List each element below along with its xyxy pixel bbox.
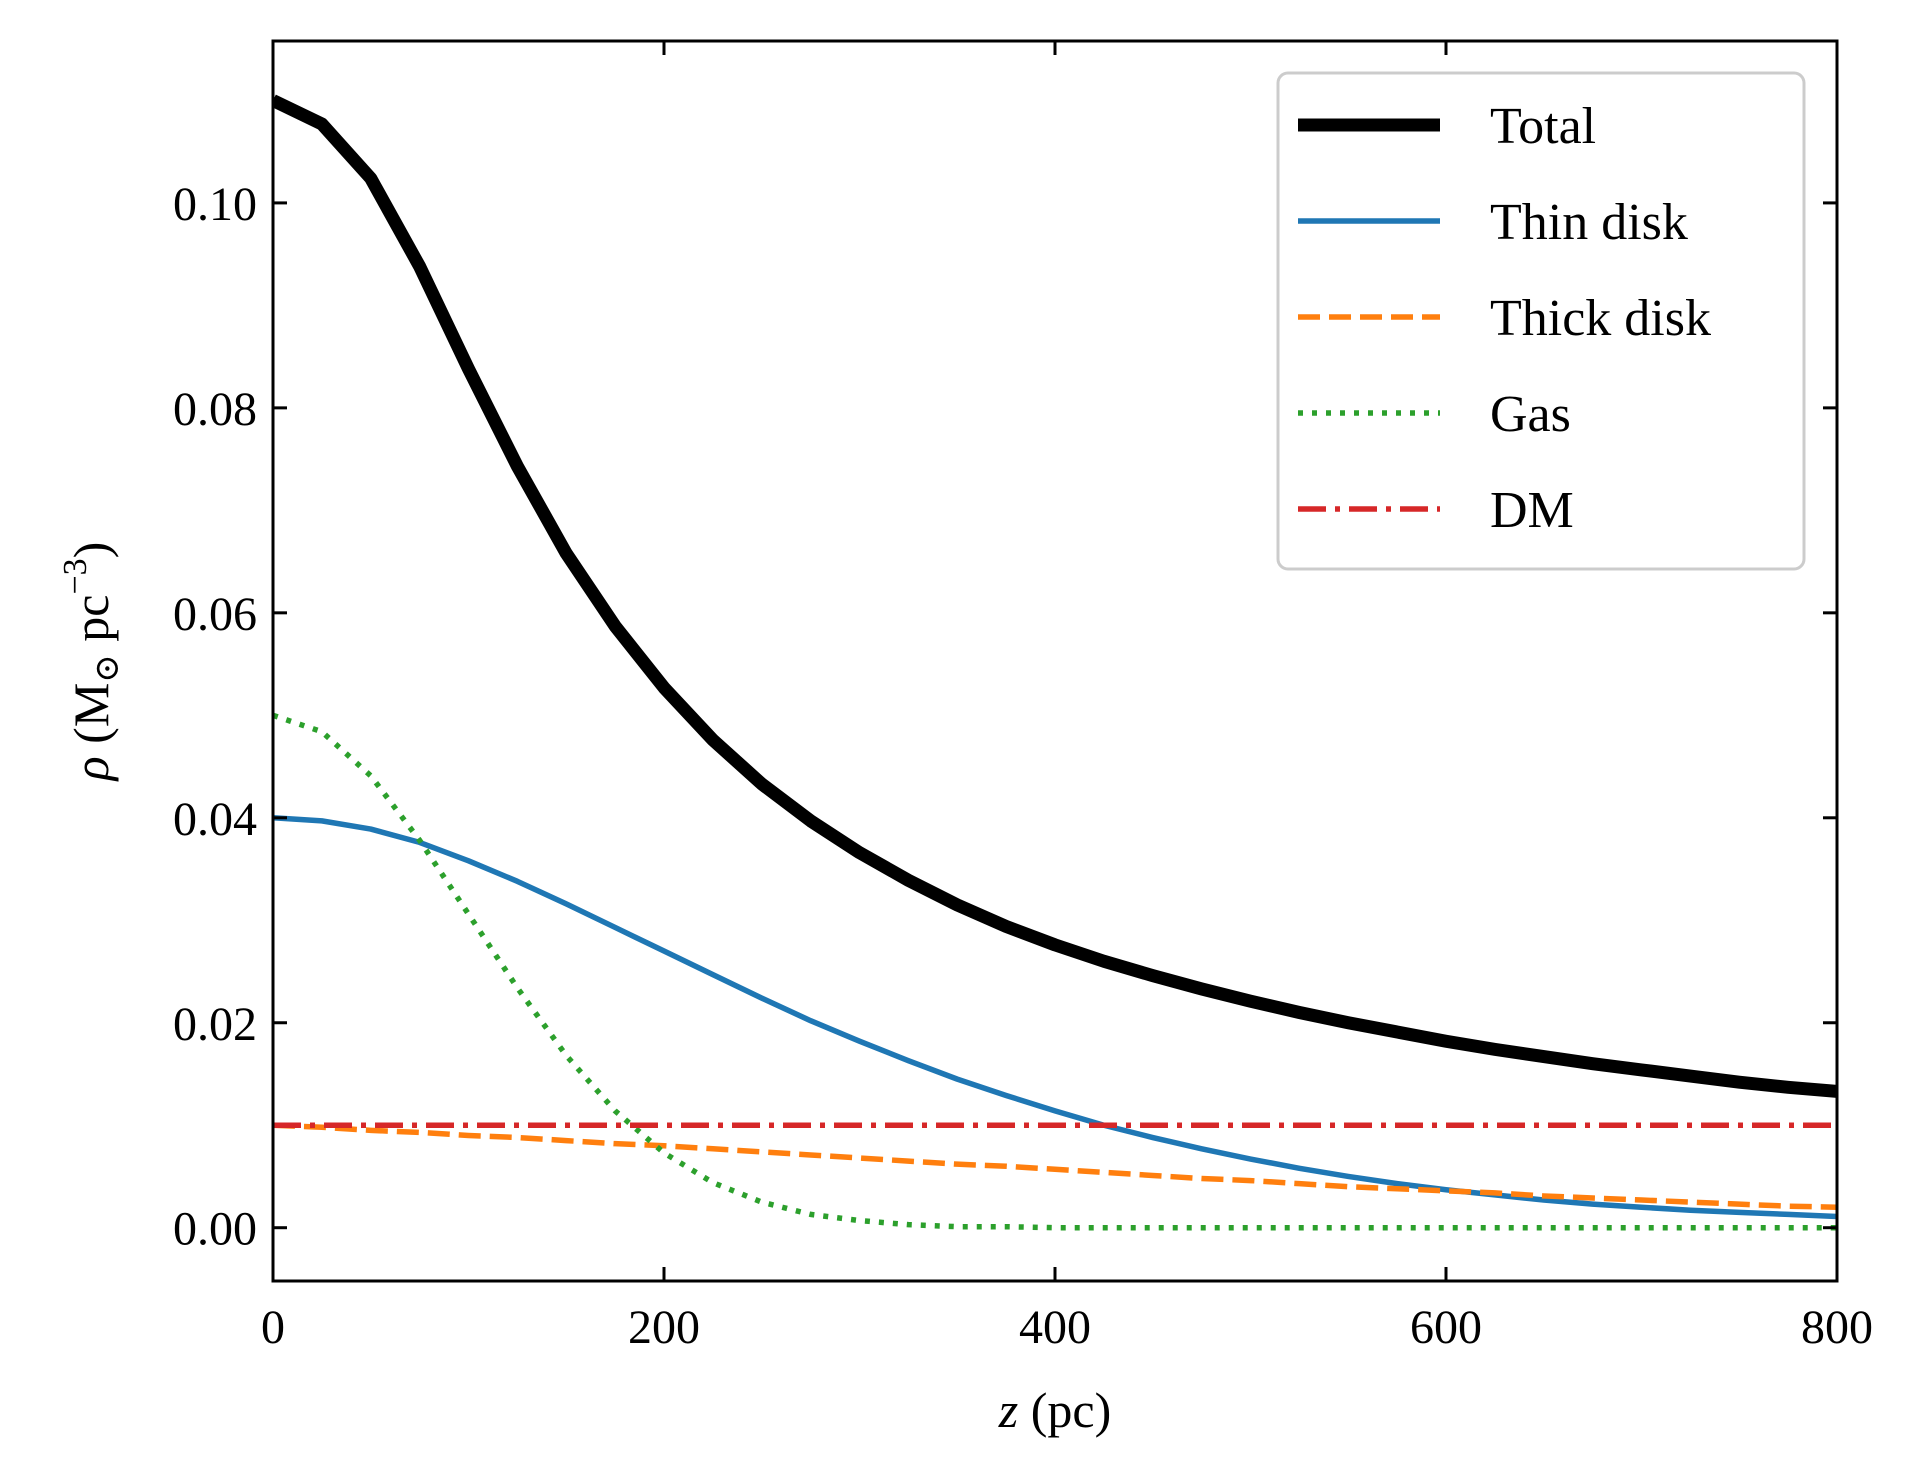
y-tick-label: 0.10 bbox=[173, 178, 257, 231]
series-line-total bbox=[273, 94, 1837, 1098]
y-tick-label: 0.08 bbox=[173, 383, 257, 436]
series-line-thin-disk bbox=[273, 815, 1837, 1220]
legend: Total Thin disk Thick disk Gas DM bbox=[1276, 71, 1806, 571]
legend-label-gas: Gas bbox=[1490, 386, 1571, 443]
y-tick-label: 0.02 bbox=[173, 998, 257, 1051]
series-layer bbox=[273, 94, 1837, 1231]
legend-box bbox=[1276, 71, 1806, 571]
y-axis-label: ρ (M⊙ pc−3) bbox=[57, 542, 126, 783]
legend-label-dm: DM bbox=[1490, 482, 1574, 539]
x-tick-label: 0 bbox=[261, 1301, 285, 1354]
series-line-thick-disk bbox=[273, 1122, 1837, 1210]
legend-label-thick-disk: Thick disk bbox=[1490, 290, 1711, 347]
y-tick-label: 0.00 bbox=[173, 1203, 257, 1256]
y-tick-label: 0.06 bbox=[173, 588, 257, 641]
x-tick-label: 400 bbox=[1019, 1301, 1091, 1354]
y-tick-label: 0.04 bbox=[173, 793, 257, 846]
tick-layer: 0 200 400 600 800 0.00 0.02 0.04 0.06 0.08 0.10 bbox=[173, 41, 1873, 1354]
x-tick-label: 200 bbox=[628, 1301, 700, 1354]
x-tick-label: 600 bbox=[1410, 1301, 1482, 1354]
legend-label-total: Total bbox=[1490, 98, 1596, 155]
x-tick-label: 800 bbox=[1801, 1301, 1873, 1354]
x-axis-label: z (pc) bbox=[998, 1382, 1111, 1438]
legend-label-thin-disk: Thin disk bbox=[1490, 194, 1688, 251]
